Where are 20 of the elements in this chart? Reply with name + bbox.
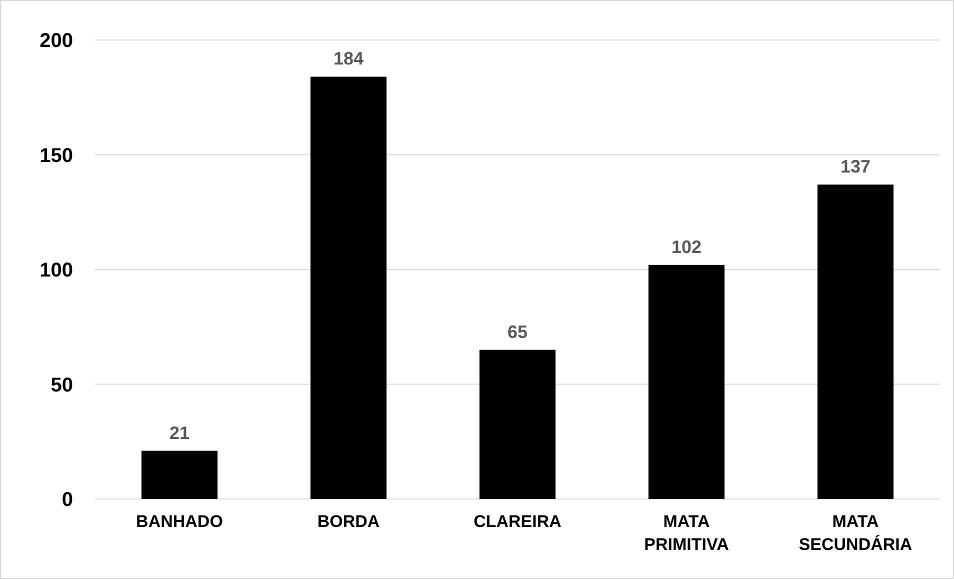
data-label: 21 [169,422,190,443]
x-tick-label: CLAREIRA [474,512,562,531]
x-tick-label: BORDA [317,512,380,531]
bar [817,184,894,499]
bar [479,350,556,499]
x-tick-label: MATA PRIMITIVA [644,512,729,554]
data-label: 184 [333,48,364,69]
data-label: 102 [671,236,702,257]
y-tick-label: 100 [40,260,73,282]
bar [141,450,218,499]
y-tick-label: 200 [40,30,73,52]
bar [648,264,725,499]
bar [310,76,387,499]
y-tick-label: 50 [50,374,73,396]
data-label: 137 [840,156,871,177]
x-tick-label: BANHADO [136,512,223,531]
data-label: 65 [507,322,528,342]
x-tick-label: MATA SECUNDÁRIA [798,512,912,554]
y-tick-label: 0 [62,489,73,511]
y-tick-label: 150 [40,144,73,167]
